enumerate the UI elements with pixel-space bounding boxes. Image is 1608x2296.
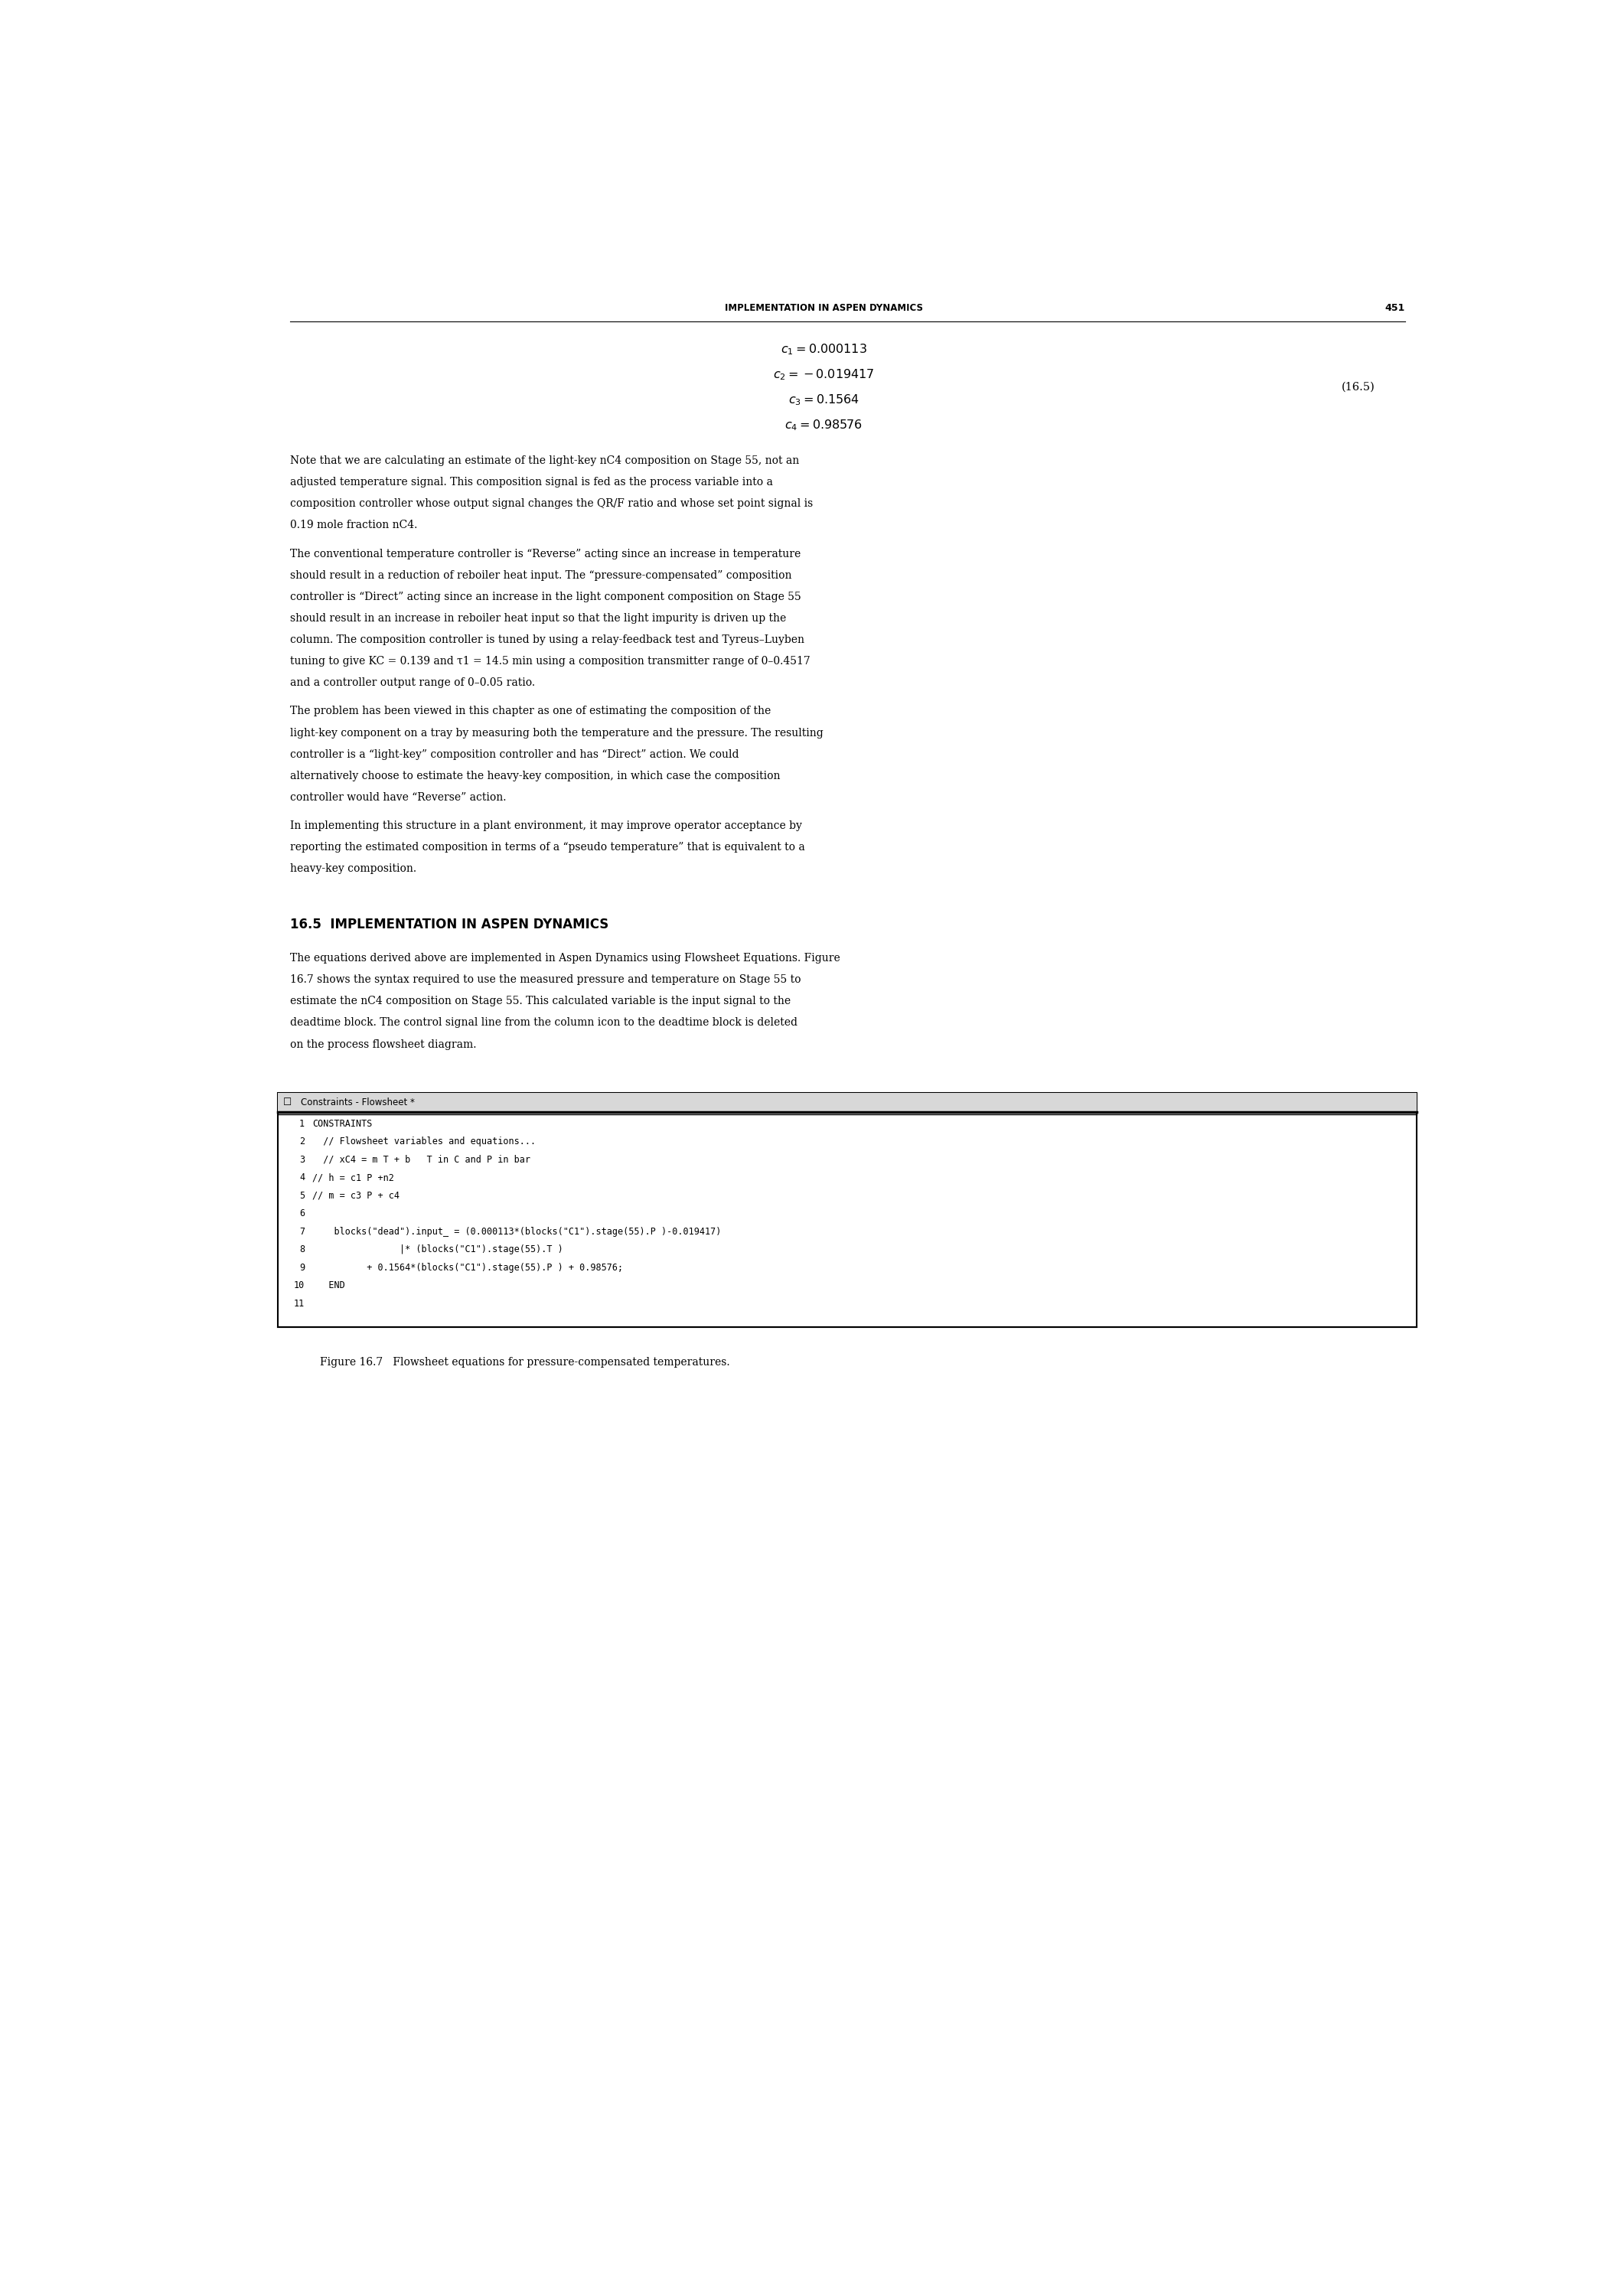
Text: Constraints - Flowsheet *: Constraints - Flowsheet * [301,1097,415,1107]
Text: 5: 5 [299,1192,306,1201]
Text: The problem has been viewed in this chapter as one of estimating the composition: The problem has been viewed in this chap… [289,705,770,716]
Text: END: END [312,1281,346,1290]
Text: blocks("dead").input_ = (0.000113*(blocks("C1").stage(55).P )-0.019417): blocks("dead").input_ = (0.000113*(block… [312,1226,722,1238]
Text: 10: 10 [294,1281,306,1290]
Text: on the process flowsheet diagram.: on the process flowsheet diagram. [289,1040,476,1049]
Text: estimate the nC4 composition on Stage 55. This calculated variable is the input : estimate the nC4 composition on Stage 55… [289,996,791,1006]
Text: $c_2 = -0.019417$: $c_2 = -0.019417$ [773,367,875,381]
Text: controller is “Direct” acting since an increase in the light component compositi: controller is “Direct” acting since an i… [289,592,801,602]
Text: 451: 451 [1384,303,1405,312]
Text: controller would have “Reverse” action.: controller would have “Reverse” action. [289,792,507,804]
Text: 6: 6 [299,1208,306,1219]
Text: $c_3 = 0.1564$: $c_3 = 0.1564$ [788,393,859,406]
Text: 16.5  IMPLEMENTATION IN ASPEN DYNAMICS: 16.5 IMPLEMENTATION IN ASPEN DYNAMICS [289,918,608,932]
Text: alternatively choose to estimate the heavy-key composition, in which case the co: alternatively choose to estimate the hea… [289,771,780,781]
Text: 8: 8 [299,1244,306,1254]
Text: 7: 7 [299,1226,306,1238]
Text: composition controller whose output signal changes the QR/F ratio and whose set : composition controller whose output sign… [289,498,814,510]
Text: 1: 1 [299,1118,306,1130]
Text: The equations derived above are implemented in Aspen Dynamics using Flowsheet Eq: The equations derived above are implemen… [289,953,839,964]
Text: // m = c3 P + c4: // m = c3 P + c4 [312,1192,400,1201]
Text: Note that we are calculating an estimate of the light-key nC4 composition on Sta: Note that we are calculating an estimate… [289,455,799,466]
Text: (16.5): (16.5) [1343,381,1375,393]
Text: ☐: ☐ [283,1097,291,1107]
Text: tuning to give KC = 0.139 and τ1 = 14.5 min using a composition transmitter rang: tuning to give KC = 0.139 and τ1 = 14.5 … [289,657,810,666]
Text: 0.19 mole fraction nC4.: 0.19 mole fraction nC4. [289,519,418,530]
Text: reporting the estimated composition in terms of a “pseudo temperature” that is e: reporting the estimated composition in t… [289,843,806,852]
Text: 9: 9 [299,1263,306,1272]
Text: should result in a reduction of reboiler heat input. The “pressure-compensated” : should result in a reduction of reboiler… [289,569,791,581]
Text: + 0.1564*(blocks("C1").stage(55).P ) + 0.98576;: + 0.1564*(blocks("C1").stage(55).P ) + 0… [312,1263,624,1272]
Text: 4: 4 [299,1173,306,1182]
Text: // Flowsheet variables and equations...: // Flowsheet variables and equations... [312,1137,535,1146]
Text: deadtime block. The control signal line from the column icon to the deadtime blo: deadtime block. The control signal line … [289,1017,798,1029]
FancyBboxPatch shape [278,1093,1417,1327]
Text: 3: 3 [299,1155,306,1164]
Text: 2: 2 [299,1137,306,1146]
Text: |* (blocks("C1").stage(55).T ): |* (blocks("C1").stage(55).T ) [312,1244,563,1254]
Text: light-key component on a tray by measuring both the temperature and the pressure: light-key component on a tray by measuri… [289,728,823,739]
Text: 11: 11 [294,1300,306,1309]
Text: IMPLEMENTATION IN ASPEN DYNAMICS: IMPLEMENTATION IN ASPEN DYNAMICS [725,303,923,312]
Text: $c_1 = 0.000113$: $c_1 = 0.000113$ [780,342,867,356]
Text: and a controller output range of 0–0.05 ratio.: and a controller output range of 0–0.05 … [289,677,535,689]
Text: should result in an increase in reboiler heat input so that the light impurity i: should result in an increase in reboiler… [289,613,786,625]
Text: column. The composition controller is tuned by using a relay-feedback test and T: column. The composition controller is tu… [289,634,804,645]
Text: // h = c1 P +n2: // h = c1 P +n2 [312,1173,394,1182]
Text: Figure 16.7   Flowsheet equations for pressure-compensated temperatures.: Figure 16.7 Flowsheet equations for pres… [320,1357,730,1368]
Text: controller is a “light-key” composition controller and has “Direct” action. We c: controller is a “light-key” composition … [289,748,738,760]
Text: $c_4 = 0.98576$: $c_4 = 0.98576$ [785,418,863,432]
Text: adjusted temperature signal. This composition signal is fed as the process varia: adjusted temperature signal. This compos… [289,478,773,487]
Text: CONSTRAINTS: CONSTRAINTS [312,1118,373,1130]
Text: 16.7 shows the syntax required to use the measured pressure and temperature on S: 16.7 shows the syntax required to use th… [289,974,801,985]
Text: In implementing this structure in a plant environment, it may improve operator a: In implementing this structure in a plan… [289,820,802,831]
Text: // xC4 = m T + b   T in C and P in bar: // xC4 = m T + b T in C and P in bar [312,1155,531,1164]
Text: The conventional temperature controller is “Reverse” acting since an increase in: The conventional temperature controller … [289,549,801,560]
FancyBboxPatch shape [278,1093,1417,1111]
Text: heavy-key composition.: heavy-key composition. [289,863,416,875]
